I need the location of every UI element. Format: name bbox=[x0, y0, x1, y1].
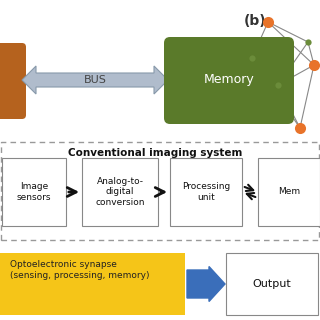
Text: Output: Output bbox=[252, 279, 292, 289]
Text: Conventional imaging system: Conventional imaging system bbox=[68, 148, 242, 158]
Bar bbox=[258, 158, 320, 226]
Bar bbox=[170, 158, 242, 226]
Text: Processing
unit: Processing unit bbox=[182, 182, 230, 202]
Text: (b): (b) bbox=[244, 14, 266, 28]
Text: Memory: Memory bbox=[204, 74, 254, 86]
Bar bbox=[226, 253, 318, 315]
Polygon shape bbox=[22, 66, 168, 94]
FancyBboxPatch shape bbox=[164, 37, 294, 124]
Text: Optoelectronic synapse
(sensing, processing, memory): Optoelectronic synapse (sensing, process… bbox=[10, 260, 149, 280]
Bar bbox=[0, 253, 185, 315]
Text: Mem: Mem bbox=[278, 188, 300, 196]
FancyBboxPatch shape bbox=[0, 43, 26, 119]
Bar bbox=[82, 158, 158, 226]
Text: BUS: BUS bbox=[84, 75, 107, 85]
Bar bbox=[2, 158, 66, 226]
Text: Image
sensors: Image sensors bbox=[17, 182, 51, 202]
FancyArrow shape bbox=[187, 267, 225, 301]
Text: Analog-to-
digital
conversion: Analog-to- digital conversion bbox=[95, 177, 145, 207]
Bar bbox=[1, 142, 319, 240]
